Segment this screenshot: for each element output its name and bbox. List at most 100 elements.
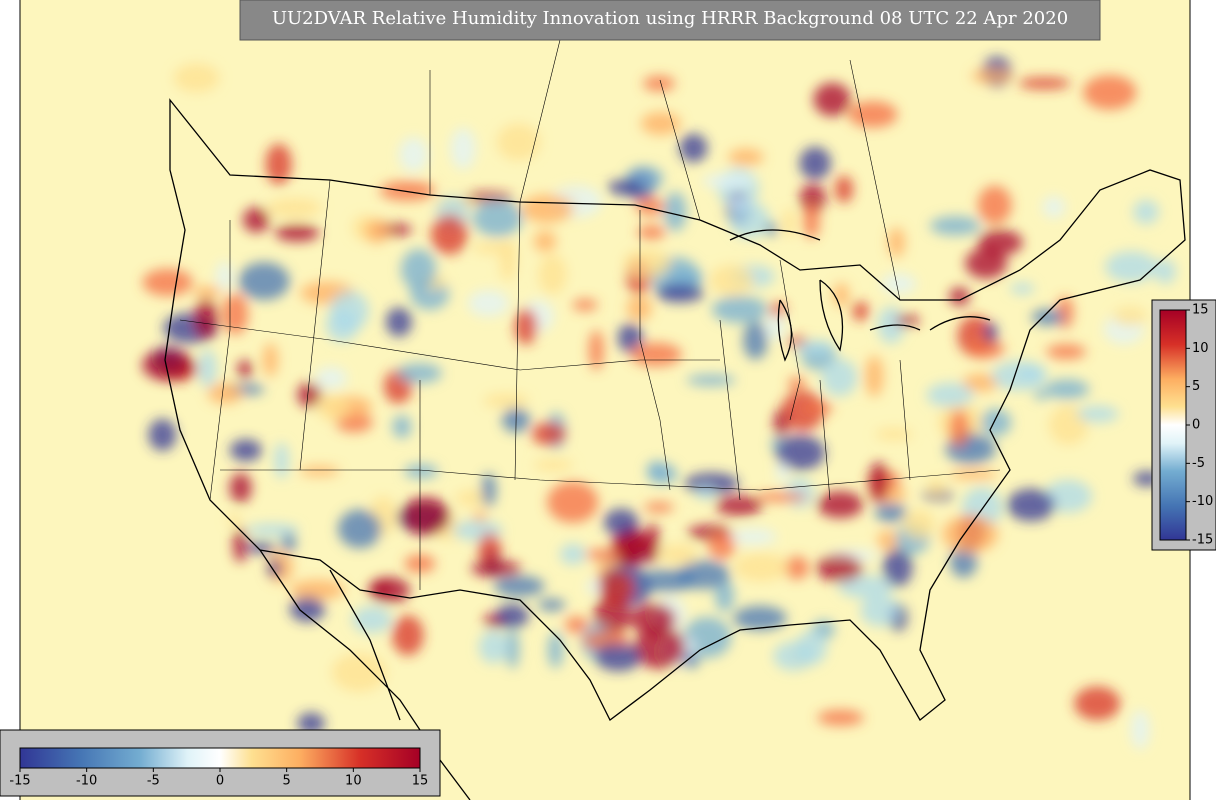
field-blob bbox=[728, 148, 764, 166]
field-blob bbox=[865, 355, 884, 397]
field-blob bbox=[803, 204, 820, 239]
field-blob bbox=[686, 374, 736, 386]
field-blob bbox=[813, 82, 851, 117]
field-blob bbox=[729, 201, 770, 239]
field-blob bbox=[317, 394, 349, 422]
field-blob bbox=[173, 63, 220, 93]
field-blob bbox=[784, 556, 810, 580]
field-blob bbox=[430, 214, 468, 255]
field-blob bbox=[903, 509, 935, 540]
field-blob bbox=[233, 527, 248, 563]
field-blob bbox=[148, 418, 177, 451]
field-blob bbox=[379, 180, 436, 201]
field-blob bbox=[875, 428, 913, 441]
tick-label: 0 bbox=[1192, 418, 1200, 433]
field-blob bbox=[711, 295, 768, 324]
field-blob bbox=[782, 208, 796, 238]
field-blob bbox=[1083, 75, 1137, 110]
field-blob bbox=[246, 523, 300, 536]
field-blob bbox=[586, 579, 603, 595]
field-blob bbox=[325, 309, 359, 342]
field-blob bbox=[888, 227, 906, 258]
field-blob bbox=[977, 185, 1012, 225]
field-blob bbox=[595, 643, 642, 672]
tick-label: 5 bbox=[1192, 379, 1200, 394]
field-blob bbox=[756, 491, 808, 503]
field-blob bbox=[647, 463, 678, 485]
field-blob bbox=[799, 146, 832, 180]
field-blob bbox=[635, 198, 666, 216]
field-blob bbox=[965, 248, 1008, 279]
tick-label: -15 bbox=[9, 774, 30, 789]
field-blob bbox=[1018, 77, 1071, 90]
tick-label: 10 bbox=[345, 774, 362, 789]
field-blob bbox=[677, 560, 731, 590]
field-blob bbox=[882, 548, 913, 587]
field-blob bbox=[1112, 307, 1147, 327]
field-blob bbox=[246, 541, 276, 554]
field-blob bbox=[265, 143, 292, 185]
field-blob bbox=[1076, 405, 1119, 423]
field-blob bbox=[929, 216, 981, 236]
tick-label: -5 bbox=[147, 774, 160, 789]
tick-label: 0 bbox=[216, 774, 224, 789]
field-blob bbox=[603, 508, 639, 537]
field-blob bbox=[796, 630, 827, 665]
field-blob bbox=[142, 268, 193, 297]
field-blob bbox=[834, 175, 854, 203]
field-blob bbox=[331, 653, 387, 692]
field-blob bbox=[514, 308, 538, 345]
field-blob bbox=[483, 393, 529, 408]
field-blob bbox=[533, 459, 574, 471]
mexico-outline bbox=[259, 549, 471, 800]
tick-label: -5 bbox=[1192, 456, 1205, 471]
field-blob bbox=[729, 528, 777, 546]
field-blob bbox=[531, 422, 566, 446]
field-blob bbox=[788, 376, 805, 392]
field-blob bbox=[1042, 195, 1066, 219]
field-blob bbox=[547, 481, 599, 523]
field-blob bbox=[1105, 251, 1158, 283]
field-blob bbox=[262, 342, 279, 377]
field-blob bbox=[227, 513, 241, 527]
field-blob bbox=[816, 491, 864, 519]
field-blob bbox=[267, 197, 322, 218]
field-blob bbox=[533, 230, 557, 253]
field-blob bbox=[942, 515, 999, 553]
field-blob bbox=[663, 191, 687, 232]
field-blob bbox=[335, 412, 373, 433]
field-blob bbox=[564, 616, 589, 634]
field-blob bbox=[584, 548, 622, 560]
field-blob bbox=[455, 489, 490, 507]
field-blob bbox=[838, 575, 894, 599]
field-blob bbox=[775, 435, 826, 471]
field-blob bbox=[194, 298, 218, 340]
field-blob bbox=[656, 283, 705, 303]
title-box bbox=[239, 0, 1101, 41]
field-blob bbox=[289, 596, 326, 622]
field-blob bbox=[521, 194, 573, 224]
field-blob bbox=[764, 222, 778, 236]
field-blob bbox=[392, 415, 412, 439]
map-title: UU2DVAR Relative Humidity Innovation usi… bbox=[272, 8, 1068, 29]
field-blob bbox=[607, 179, 643, 196]
colorbar-horizontal bbox=[19, 747, 421, 769]
field-blob bbox=[644, 502, 674, 513]
field-blob bbox=[229, 472, 252, 503]
field-blob bbox=[949, 287, 970, 306]
boundaries bbox=[164, 39, 1186, 800]
field-blob bbox=[877, 530, 899, 551]
great-lakes bbox=[729, 229, 991, 362]
tick-label: -10 bbox=[76, 774, 97, 789]
field-blob bbox=[281, 532, 297, 553]
field-blob bbox=[599, 571, 634, 606]
field-blob bbox=[848, 101, 898, 128]
field-blob bbox=[1031, 308, 1065, 326]
field-blob bbox=[852, 301, 870, 321]
field-blob bbox=[385, 307, 413, 337]
field-blob bbox=[971, 68, 1014, 84]
field-blob bbox=[630, 342, 682, 367]
field-blob bbox=[337, 509, 382, 549]
field-blob bbox=[537, 598, 566, 612]
field-blob bbox=[593, 595, 631, 636]
